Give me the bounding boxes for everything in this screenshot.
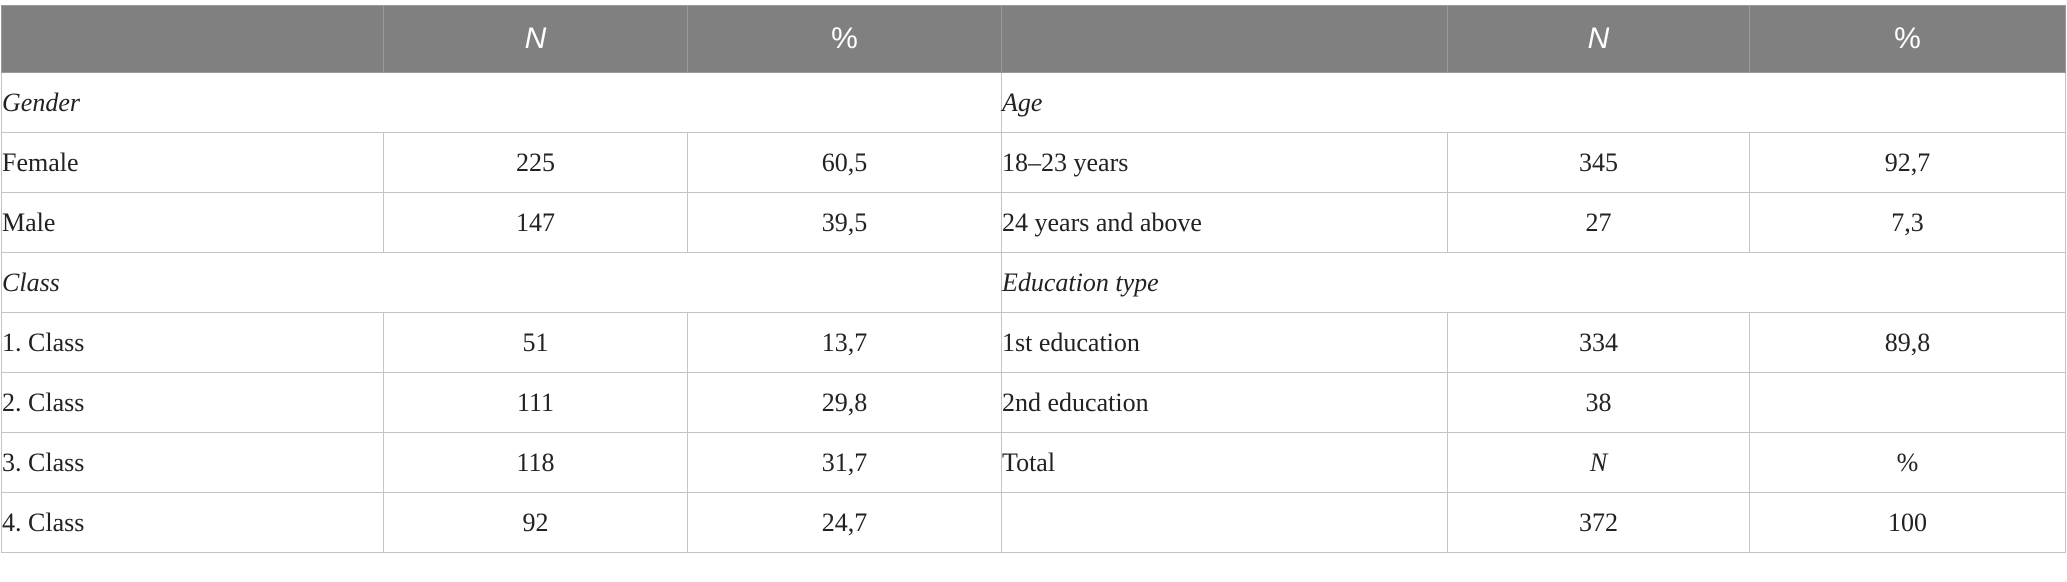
- row-n-right: N: [1447, 432, 1750, 493]
- row-label-left: 3. Class: [1, 432, 384, 493]
- demographics-table: N % N % Gender Age Female 225 60,5 18–23…: [1, 5, 2066, 553]
- row-label-left: Male: [1, 192, 384, 253]
- row-label-right: [1001, 492, 1448, 553]
- row-percent-left: 29,8: [687, 372, 1002, 433]
- row-label-left: 4. Class: [1, 492, 384, 553]
- row-percent-left: 39,5: [687, 192, 1002, 253]
- row-n-right: 38: [1447, 372, 1750, 433]
- table-row: 1. Class 51 13,7 1st education 334 89,8: [1, 312, 2066, 373]
- section-class: Class: [1, 252, 1002, 313]
- table-header: N % N %: [1, 5, 2066, 73]
- row-percent-right: 89,8: [1749, 312, 2066, 373]
- row-label-left: 1. Class: [1, 312, 384, 373]
- row-percent-left: 24,7: [687, 492, 1002, 553]
- row-percent-right: %: [1749, 432, 2066, 493]
- row-percent-left: 31,7: [687, 432, 1002, 493]
- header-n-right: N: [1447, 5, 1750, 73]
- row-percent-right: 100: [1749, 492, 2066, 553]
- row-label-right: 1st education: [1001, 312, 1448, 373]
- header-row: N % N %: [1, 5, 2066, 73]
- table-row: 2. Class 111 29,8 2nd education 38: [1, 372, 2066, 433]
- header-n-left: N: [383, 5, 688, 73]
- section-education-type: Education type: [1001, 252, 2066, 313]
- header-blank-right: [1001, 5, 1448, 73]
- row-percent-right: 92,7: [1749, 132, 2066, 193]
- row-n-left: 111: [383, 372, 688, 433]
- row-n-right: 345: [1447, 132, 1750, 193]
- table-row: 4. Class 92 24,7 372 100: [1, 492, 2066, 553]
- row-n-left: 147: [383, 192, 688, 253]
- table-row: 3. Class 118 31,7 Total N %: [1, 432, 2066, 493]
- section-row: Gender Age: [1, 72, 2066, 133]
- header-blank-left: [1, 5, 384, 73]
- row-percent-left: 60,5: [687, 132, 1002, 193]
- row-percent-right: [1749, 372, 2066, 433]
- row-n-right: 334: [1447, 312, 1750, 373]
- row-label-right: 18–23 years: [1001, 132, 1448, 193]
- table-row: Female 225 60,5 18–23 years 345 92,7: [1, 132, 2066, 193]
- section-gender: Gender: [1, 72, 1002, 133]
- row-label-right: Total: [1001, 432, 1448, 493]
- row-n-left: 225: [383, 132, 688, 193]
- row-label-left: 2. Class: [1, 372, 384, 433]
- row-n-left: 51: [383, 312, 688, 373]
- section-age: Age: [1001, 72, 2066, 133]
- row-n-right: 372: [1447, 492, 1750, 553]
- row-percent-right: 7,3: [1749, 192, 2066, 253]
- table-row: Male 147 39,5 24 years and above 27 7,3: [1, 192, 2066, 253]
- header-percent-left: %: [687, 5, 1002, 73]
- section-row: Class Education type: [1, 252, 2066, 313]
- row-label-right: 2nd education: [1001, 372, 1448, 433]
- row-label-left: Female: [1, 132, 384, 193]
- row-n-left: 92: [383, 492, 688, 553]
- row-n-left: 118: [383, 432, 688, 493]
- row-percent-left: 13,7: [687, 312, 1002, 373]
- header-percent-right: %: [1749, 5, 2066, 73]
- row-label-right: 24 years and above: [1001, 192, 1448, 253]
- table-body: Gender Age Female 225 60,5 18–23 years 3…: [1, 72, 2066, 553]
- row-n-right: 27: [1447, 192, 1750, 253]
